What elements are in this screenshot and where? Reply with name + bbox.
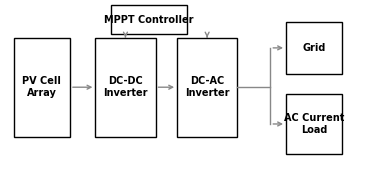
Bar [286, 94, 342, 154]
Bar [14, 38, 70, 137]
Text: AC Current
Load: AC Current Load [284, 113, 344, 135]
Text: Grid: Grid [302, 43, 326, 53]
Bar [286, 22, 342, 74]
Text: DC-DC
Inverter: DC-DC Inverter [103, 76, 148, 98]
Text: MPPT Controller: MPPT Controller [104, 15, 194, 25]
Text: PV Cell
Array: PV Cell Array [23, 76, 61, 98]
Bar [177, 38, 237, 137]
Text: DC-AC
Inverter: DC-AC Inverter [185, 76, 230, 98]
Bar [95, 38, 156, 137]
Bar [111, 5, 187, 34]
